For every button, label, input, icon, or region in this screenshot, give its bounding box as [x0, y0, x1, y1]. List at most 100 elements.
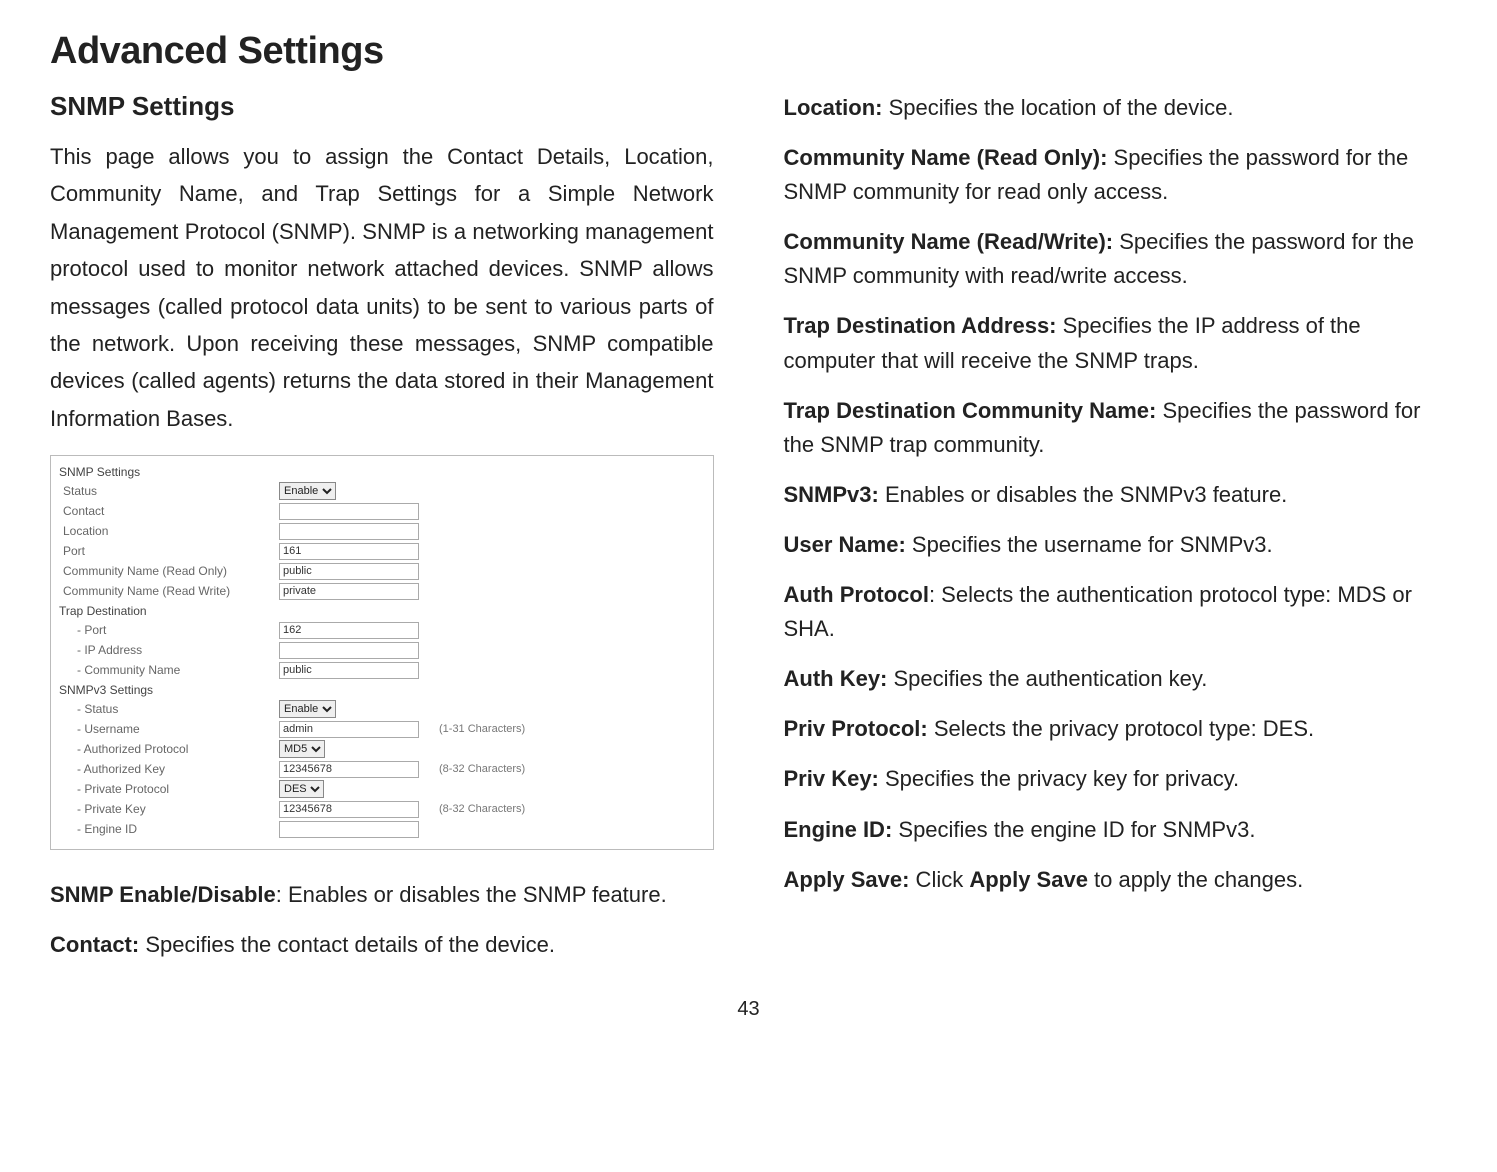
v3-authk-input[interactable] [279, 761, 419, 778]
trap-comm-input[interactable] [279, 662, 419, 679]
definition-item: User Name: Specifies the username for SN… [784, 528, 1448, 562]
term: Auth Protocol [784, 582, 929, 607]
v3-status-select[interactable]: Enable [279, 700, 336, 718]
contact-input[interactable] [279, 503, 419, 520]
definition-item: SNMP Enable/Disable: Enables or disables… [50, 878, 714, 912]
row-v3-authp: - Authorized Protocol MD5 [59, 739, 705, 759]
comm-rw-input[interactable] [279, 583, 419, 600]
v3-user-note: (1-31 Characters) [429, 723, 525, 735]
definition-text: Specifies the authentication key. [887, 666, 1207, 691]
term: Location: [784, 95, 883, 120]
definition-text: Selects the privacy protocol type: DES. [928, 716, 1314, 741]
definition-text: Specifies the location of the device. [883, 95, 1234, 120]
definition-item: Apply Save: Click Apply Save to apply th… [784, 863, 1448, 897]
definition-item: Auth Protocol: Selects the authenticatio… [784, 578, 1448, 646]
definition-text: Specifies the contact details of the dev… [139, 932, 555, 957]
definition-item: Priv Key: Specifies the privacy key for … [784, 762, 1448, 796]
term: Contact: [50, 932, 139, 957]
contact-label: Contact [59, 504, 279, 518]
v3-engine-label: - Engine ID [59, 822, 279, 836]
definition-text: Specifies the username for SNMPv3. [906, 532, 1273, 557]
v3-privk-input[interactable] [279, 801, 419, 818]
intro-paragraph: This page allows you to assign the Conta… [50, 138, 714, 437]
row-trap-comm: - Community Name [59, 660, 705, 680]
term: Trap Destination Community Name: [784, 398, 1157, 423]
trap-port-input[interactable] [279, 622, 419, 639]
definition-item: Trap Destination Address: Specifies the … [784, 309, 1448, 377]
location-label: Location [59, 524, 279, 538]
right-column: Location: Specifies the location of the … [784, 91, 1448, 978]
definition-text: Enables or disables the SNMPv3 feature. [879, 482, 1287, 507]
definition-item: Priv Protocol: Selects the privacy proto… [784, 712, 1448, 746]
snmp-settings-panel: SNMP Settings Status Enable Contact Loca… [50, 455, 714, 850]
page-number: 43 [50, 998, 1447, 1021]
row-v3-privp: - Private Protocol DES [59, 779, 705, 799]
page-title: Advanced Settings [50, 30, 1447, 73]
definition-item: Auth Key: Specifies the authentication k… [784, 662, 1448, 696]
row-v3-privk: - Private Key (8-32 Characters) [59, 799, 705, 819]
trap-ip-label: - IP Address [59, 643, 279, 657]
definition-item: Trap Destination Community Name: Specifi… [784, 394, 1448, 462]
v3-user-label: - Username [59, 722, 279, 736]
section-heading: SNMP Settings [50, 91, 714, 122]
trap-comm-label: - Community Name [59, 663, 279, 677]
term: User Name: [784, 532, 906, 557]
status-select[interactable]: Enable [279, 482, 336, 500]
term: Priv Key: [784, 766, 879, 791]
comm-rw-label: Community Name (Read Write) [59, 584, 279, 598]
definition-text: Specifies the engine ID for SNMPv3. [892, 817, 1255, 842]
v3-engine-input[interactable] [279, 821, 419, 838]
v3-section-label: SNMPv3 Settings [59, 680, 705, 699]
v3-authp-label: - Authorized Protocol [59, 742, 279, 756]
term: SNMPv3: [784, 482, 879, 507]
row-contact: Contact [59, 501, 705, 521]
term: Engine ID: [784, 817, 893, 842]
row-trap-ip: - IP Address [59, 640, 705, 660]
term: Apply Save [969, 867, 1088, 892]
v3-authp-select[interactable]: MD5 [279, 740, 325, 758]
comm-ro-input[interactable] [279, 563, 419, 580]
definition-text: Specifies the privacy key for privacy. [879, 766, 1239, 791]
definition-item: SNMPv3: Enables or disables the SNMPv3 f… [784, 478, 1448, 512]
term: Community Name (Read/Write): [784, 229, 1114, 254]
term: Priv Protocol: [784, 716, 928, 741]
row-comm-ro: Community Name (Read Only) [59, 561, 705, 581]
definition-item: Contact: Specifies the contact details o… [50, 928, 714, 962]
term: Community Name (Read Only): [784, 145, 1108, 170]
two-column-layout: SNMP Settings This page allows you to as… [50, 91, 1447, 978]
v3-privp-select[interactable]: DES [279, 780, 324, 798]
row-v3-user: - Username (1-31 Characters) [59, 719, 705, 739]
v3-user-input[interactable] [279, 721, 419, 738]
v3-privk-label: - Private Key [59, 802, 279, 816]
v3-status-label: - Status [59, 702, 279, 716]
row-port: Port [59, 541, 705, 561]
v3-authk-note: (8-32 Characters) [429, 763, 525, 775]
row-trap-port: - Port [59, 620, 705, 640]
location-input[interactable] [279, 523, 419, 540]
definition-item: Community Name (Read Only): Specifies th… [784, 141, 1448, 209]
definition-text: Click [909, 867, 969, 892]
v3-authk-label: - Authorized Key [59, 762, 279, 776]
row-location: Location [59, 521, 705, 541]
term: Trap Destination Address: [784, 313, 1057, 338]
left-items: SNMP Enable/Disable: Enables or disables… [50, 878, 714, 962]
right-items: Location: Specifies the location of the … [784, 91, 1448, 897]
definition-item: Engine ID: Specifies the engine ID for S… [784, 813, 1448, 847]
left-column: SNMP Settings This page allows you to as… [50, 91, 714, 978]
row-v3-authk: - Authorized Key (8-32 Characters) [59, 759, 705, 779]
term: SNMP Enable/Disable [50, 882, 276, 907]
panel-title: SNMP Settings [59, 462, 705, 481]
term: Apply Save: [784, 867, 910, 892]
row-status: Status Enable [59, 481, 705, 501]
definition-text: : Enables or disables the SNMP feature. [276, 882, 667, 907]
definition-item: Location: Specifies the location of the … [784, 91, 1448, 125]
definition-text: to apply the changes. [1088, 867, 1303, 892]
v3-privk-note: (8-32 Characters) [429, 803, 525, 815]
row-v3-engine: - Engine ID [59, 819, 705, 839]
port-label: Port [59, 544, 279, 558]
trap-section-label: Trap Destination [59, 601, 705, 620]
row-v3-status: - Status Enable [59, 699, 705, 719]
trap-ip-input[interactable] [279, 642, 419, 659]
port-input[interactable] [279, 543, 419, 560]
definition-item: Community Name (Read/Write): Specifies t… [784, 225, 1448, 293]
